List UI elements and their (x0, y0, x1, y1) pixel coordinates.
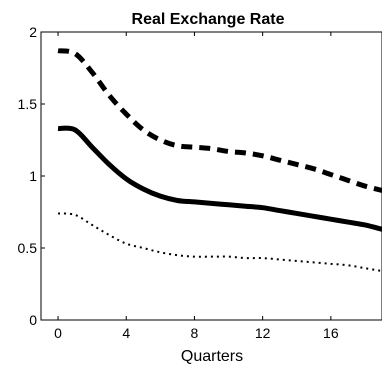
y-tick-label: 0 (29, 312, 37, 328)
chart-title: Real Exchange Rate (132, 11, 285, 28)
x-tick-label: 16 (323, 325, 339, 341)
y-tick-label: 1.5 (18, 96, 38, 112)
x-tick-label: 4 (122, 325, 130, 341)
x-tick-label: 8 (191, 325, 199, 341)
series-line-dashed (57, 48, 382, 193)
y-tick-label: 0.5 (18, 240, 38, 256)
y-tick-label: 1 (29, 168, 37, 184)
series-line-solid (57, 125, 382, 232)
x-axis-label: Quarters (181, 348, 243, 365)
x-axis: 0 4 8 12 16 (54, 32, 339, 341)
y-axis: 0 0.5 1 1.5 2 (18, 24, 45, 328)
x-tick-label: 12 (255, 325, 271, 341)
x-tick-label: 0 (54, 325, 62, 341)
plot-area (57, 48, 382, 273)
y-tick-label: 2 (29, 24, 37, 40)
